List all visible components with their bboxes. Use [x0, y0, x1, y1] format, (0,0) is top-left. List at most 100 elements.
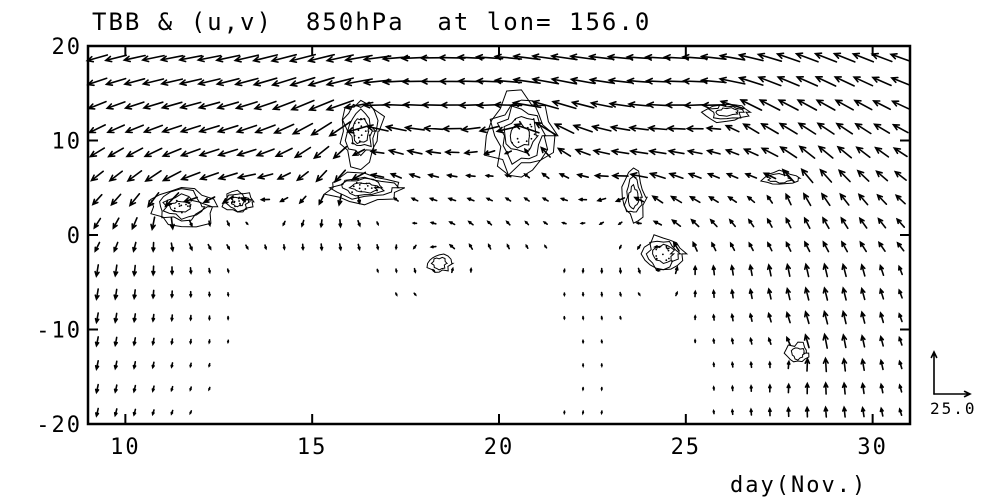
wind-vector — [705, 125, 722, 132]
wind-vector — [315, 169, 328, 183]
wind-vector — [785, 216, 792, 229]
wind-vector — [822, 262, 829, 278]
wind-vector — [737, 76, 764, 86]
wind-vector — [325, 77, 354, 87]
wind-vector — [581, 268, 585, 275]
tbb-contour — [790, 347, 808, 361]
wind-vector — [635, 221, 642, 225]
wind-vector — [687, 172, 702, 179]
tbb-stipple — [360, 117, 362, 120]
wind-vector — [300, 219, 305, 228]
wind-vector — [760, 147, 779, 158]
wind-vector — [893, 170, 907, 181]
wind-vector — [804, 262, 810, 278]
wind-vector — [718, 53, 746, 61]
wind-vector — [617, 221, 623, 226]
wind-vector — [737, 52, 764, 62]
wind-vector — [572, 124, 593, 133]
wind-vector — [749, 407, 753, 416]
tbb-stipple — [234, 205, 236, 208]
wind-vector — [775, 52, 801, 63]
wind-vector — [729, 241, 736, 252]
wind-vector — [108, 170, 123, 182]
wind-vector — [226, 292, 230, 298]
wind-vector — [410, 197, 419, 202]
wind-vector — [822, 332, 829, 349]
wind-vector — [681, 53, 708, 61]
wind-vector — [487, 243, 492, 250]
tbb-contour — [348, 182, 382, 194]
wind-vector — [466, 197, 475, 202]
wind-vector — [728, 218, 736, 228]
wind-vector — [804, 286, 810, 301]
wind-vector — [727, 195, 738, 203]
wind-vector — [693, 338, 697, 344]
wind-vector — [815, 99, 836, 111]
wind-vector — [636, 244, 642, 251]
wind-vector — [412, 244, 417, 250]
wind-vector — [310, 121, 333, 136]
wind-vector — [289, 76, 316, 87]
tbb-stipple — [364, 188, 367, 190]
wind-vector — [216, 101, 240, 110]
wind-vector — [730, 288, 735, 299]
wind-vector — [307, 99, 335, 112]
wind-vector — [872, 100, 891, 111]
wind-vector — [785, 192, 792, 206]
wind-vector — [132, 337, 137, 347]
wind-vector — [189, 362, 192, 369]
wind-vector — [712, 313, 716, 321]
wind-vector — [197, 101, 221, 110]
tbb-contour — [328, 176, 400, 200]
tbb-stipple — [370, 187, 373, 190]
reference-vector-right — [933, 390, 972, 398]
tbb-stipple — [233, 200, 236, 203]
tbb-stipple — [237, 197, 240, 200]
wind-vector — [384, 124, 407, 132]
wind-vector — [161, 124, 183, 134]
tbb-stipple — [368, 134, 371, 137]
wind-vector — [739, 99, 763, 111]
wind-vector — [511, 100, 542, 109]
wind-vector — [531, 76, 560, 85]
wind-vector — [264, 244, 267, 251]
wind-vector — [559, 197, 568, 202]
wind-vector — [816, 122, 835, 135]
wind-vector — [189, 386, 192, 392]
wind-vector — [170, 290, 174, 299]
wind-vector — [411, 221, 418, 225]
tbb-stipple — [189, 205, 191, 207]
tbb-stipple — [355, 181, 358, 184]
wind-vector — [208, 220, 212, 228]
wind-vector — [593, 172, 609, 179]
wind-vector — [298, 195, 307, 205]
wind-vector — [718, 76, 746, 85]
wind-vector — [276, 172, 291, 180]
wind-vector — [256, 173, 274, 180]
wind-vector — [94, 241, 101, 253]
wind-vector — [328, 120, 352, 137]
wind-vector — [873, 123, 891, 134]
wind-vector — [88, 147, 106, 158]
tbb-stipple — [662, 253, 664, 256]
wind-vector — [226, 244, 231, 251]
wind-vector — [813, 52, 838, 63]
tbb-contour — [640, 234, 689, 271]
y-tick-label: 20 — [52, 35, 83, 60]
wind-vector — [609, 124, 631, 132]
wind-vector — [198, 148, 220, 157]
wind-vector — [429, 245, 437, 249]
wind-vector — [338, 243, 343, 252]
wind-vector — [785, 286, 791, 301]
wind-vector — [395, 292, 398, 297]
tbb-stipple — [358, 187, 361, 190]
wind-vector — [170, 266, 175, 276]
wind-vector — [541, 172, 550, 180]
wind-vector — [113, 312, 119, 324]
wind-vector — [568, 53, 597, 61]
tbb-stipple — [671, 260, 673, 263]
wind-vector — [579, 221, 586, 225]
wind-vector — [814, 76, 837, 87]
wind-vector — [778, 122, 798, 135]
wind-vector — [898, 288, 903, 299]
